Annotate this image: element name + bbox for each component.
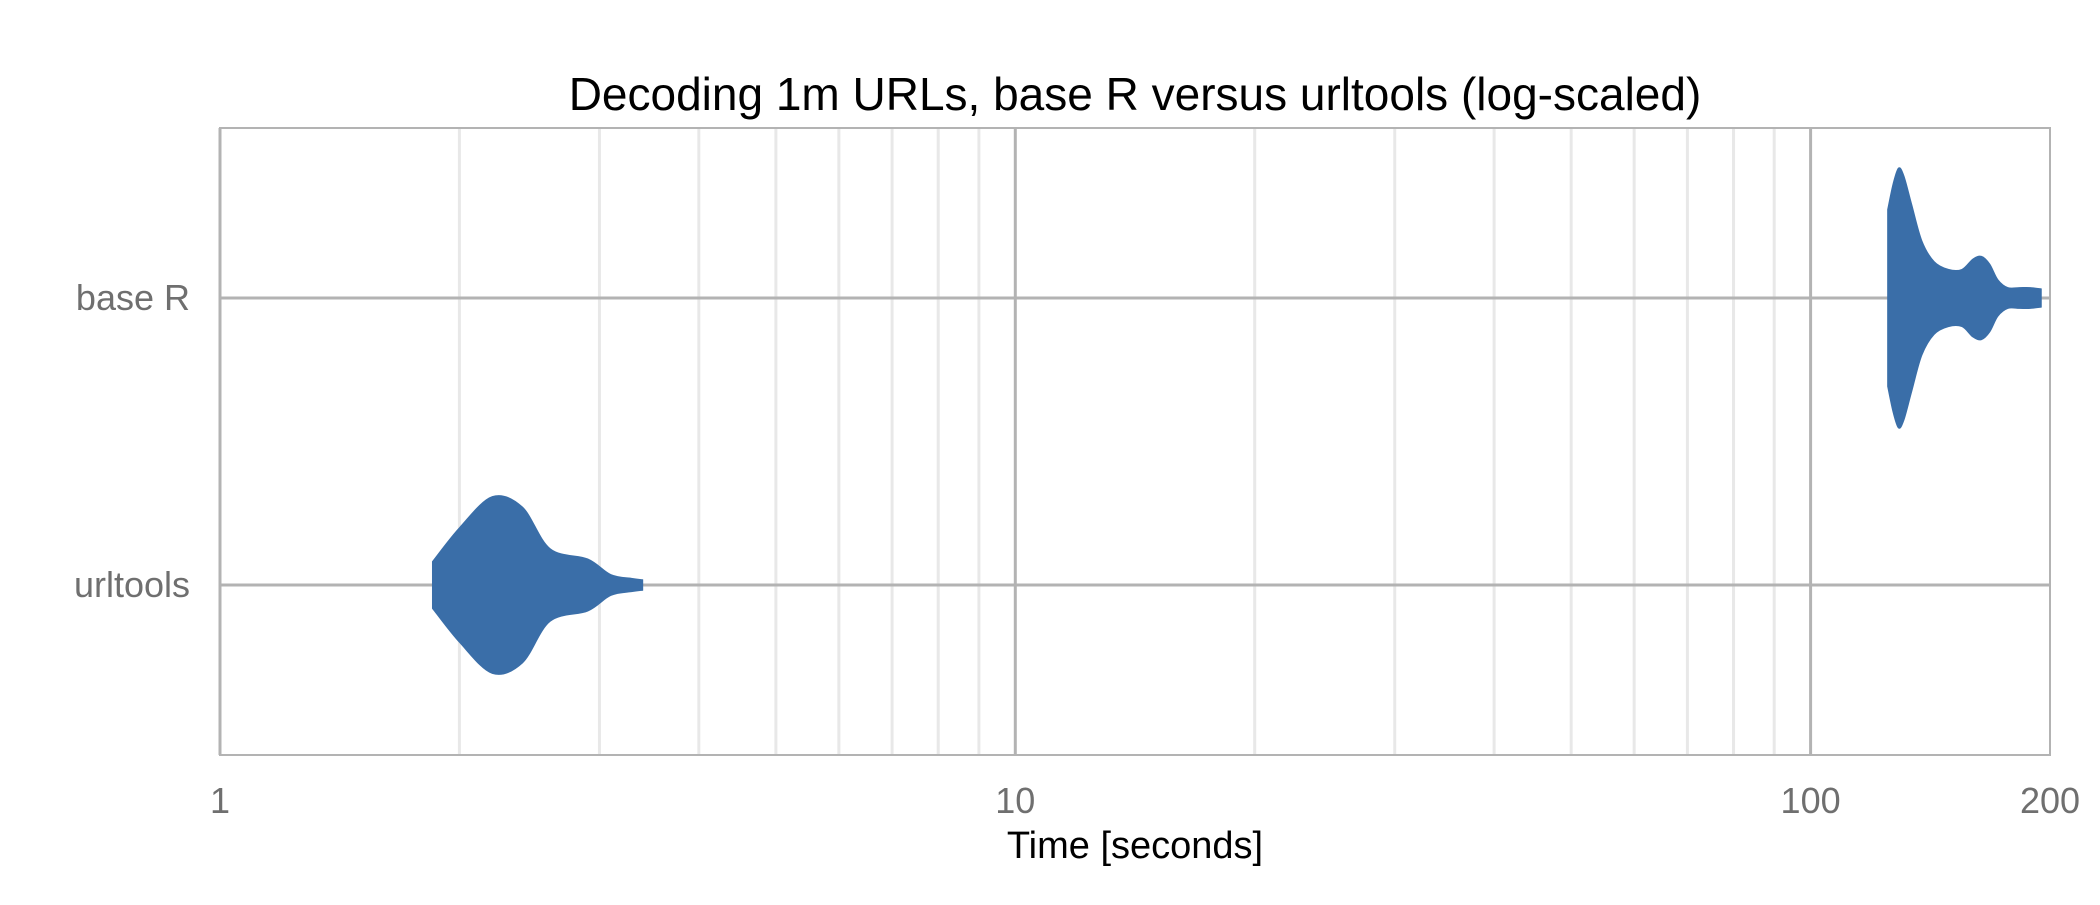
plot-frame [219,127,2051,756]
y-tick-label: urltools [74,564,190,605]
x-axis-title: Time [seconds] [1007,825,1263,867]
violin-urltools [431,495,644,675]
x-tick-label: 1 [210,780,230,821]
chart-title: Decoding 1m URLs, base R versus urltools… [569,68,1702,120]
violin-base-r [1887,167,2042,429]
x-tick-label: 10 [995,780,1035,821]
y-axis-tick-labels: base R urltools [74,277,190,605]
x-tick-label: 100 [1781,780,1841,821]
x-axis-tick-labels: 1 10 100 200 [210,780,2080,821]
y-tick-label: base R [76,277,190,318]
violin-layer [431,167,2042,675]
x-tick-label: 200 [2020,780,2080,821]
